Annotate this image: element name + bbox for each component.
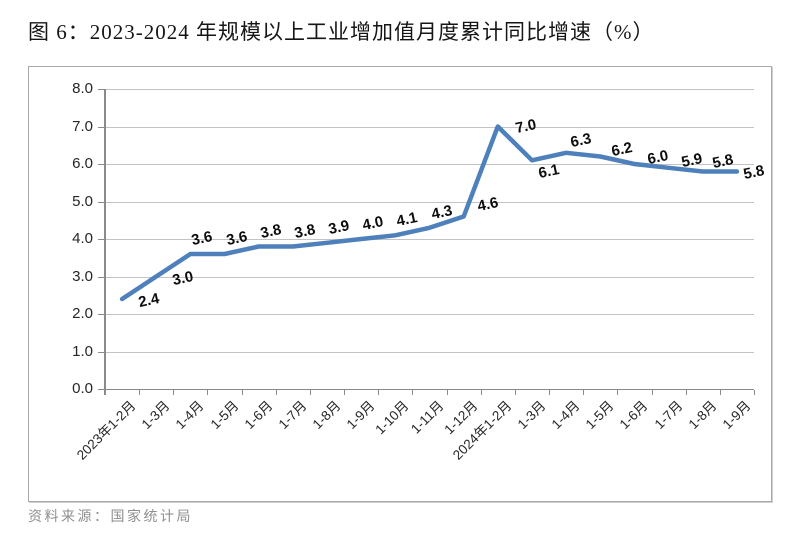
x-tick-mark bbox=[754, 390, 755, 395]
gridline bbox=[105, 201, 754, 203]
x-axis-line bbox=[105, 388, 754, 390]
y-tick-label: 2.0 bbox=[72, 305, 93, 322]
gridline bbox=[105, 164, 754, 165]
gridline bbox=[105, 351, 754, 353]
y-tick-mark bbox=[98, 239, 104, 240]
y-axis-line bbox=[104, 89, 106, 395]
y-tick-label: 8.0 bbox=[72, 80, 93, 97]
gridline bbox=[105, 314, 754, 315]
y-tick-mark bbox=[98, 351, 104, 353]
data-point-label: 5.8 bbox=[741, 161, 766, 183]
y-tick-mark bbox=[98, 164, 104, 165]
y-tick-label: 5.0 bbox=[72, 192, 93, 210]
y-tick-mark bbox=[98, 314, 104, 315]
gridline bbox=[105, 239, 754, 240]
x-tick-mark bbox=[344, 390, 346, 395]
x-tick-mark bbox=[583, 390, 585, 395]
series-line bbox=[119, 124, 740, 302]
x-tick-mark bbox=[514, 390, 516, 395]
y-tick-label: 3.0 bbox=[72, 267, 93, 285]
y-tick-mark bbox=[98, 89, 104, 90]
series-line-path bbox=[119, 124, 740, 302]
plot-area: 2.4 3.0 3.6 3.6 3.8 3.8 3.9 4.0 4.1 4.3 4.6 7.0 6.1 6… bbox=[98, 89, 766, 395]
chart-frame: 2.4 3.0 3.6 3.6 3.8 3.8 3.9 4.0 4.1 4.3 4.6 7.0 6.1 6… bbox=[28, 66, 772, 502]
data-point-label: 4.6 bbox=[475, 193, 500, 215]
x-tick-mark bbox=[685, 390, 687, 395]
y-tick-mark bbox=[98, 389, 104, 390]
x-tick-mark bbox=[207, 390, 209, 395]
x-tick-mark bbox=[651, 390, 653, 395]
y-tick-label: 7.0 bbox=[72, 117, 93, 135]
y-tick-mark bbox=[98, 126, 104, 128]
x-tick-mark bbox=[446, 390, 448, 395]
x-tick-mark bbox=[105, 390, 106, 395]
source-note: 资料来源：国家统计局 bbox=[28, 510, 193, 525]
x-tick-mark bbox=[480, 390, 482, 395]
x-tick-mark bbox=[275, 390, 277, 395]
gridline bbox=[105, 276, 754, 278]
gridline bbox=[105, 126, 754, 128]
x-tick-mark bbox=[549, 390, 551, 395]
gridline bbox=[105, 89, 754, 90]
x-tick-mark bbox=[412, 390, 414, 395]
x-tick-mark bbox=[309, 390, 311, 395]
y-tick-mark bbox=[98, 201, 104, 203]
x-tick-mark bbox=[241, 390, 243, 395]
y-tick-label: 1.0 bbox=[72, 342, 93, 360]
x-tick-mark bbox=[719, 390, 721, 395]
figure-title: 图 6：2023-2024 年规模以上工业增加值月度累计同比增速（%） bbox=[28, 20, 655, 44]
x-tick-mark bbox=[173, 390, 175, 395]
x-tick-mark bbox=[378, 390, 380, 395]
y-tick-label: 4.0 bbox=[72, 230, 93, 247]
y-tick-label: 0.0 bbox=[72, 380, 93, 397]
x-tick-mark bbox=[139, 390, 141, 395]
y-tick-mark bbox=[98, 276, 104, 278]
x-tick-mark bbox=[617, 390, 619, 395]
y-tick-label: 6.0 bbox=[72, 155, 93, 172]
